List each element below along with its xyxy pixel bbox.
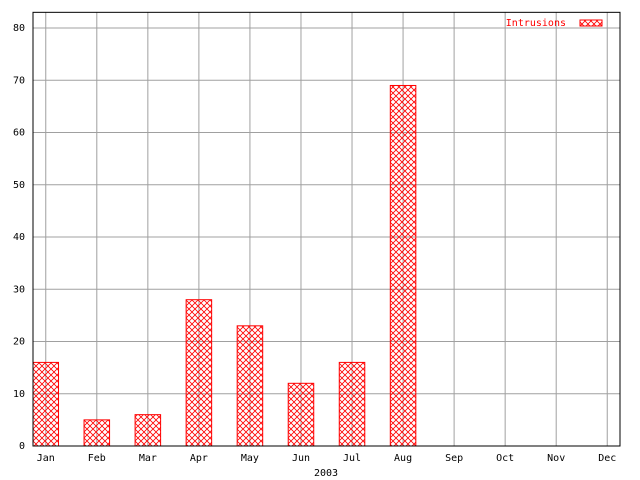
y-tick-label: 80	[13, 23, 25, 34]
x-tick-label: Sep	[445, 453, 463, 464]
x-tick-label: Jan	[37, 453, 55, 464]
x-axis-label: 2003	[314, 468, 338, 479]
bar	[83, 419, 111, 447]
y-tick-label: 60	[13, 128, 25, 139]
x-tick-label: Jun	[292, 453, 310, 464]
bar	[389, 84, 417, 447]
legend-label: Intrusions	[506, 18, 566, 29]
y-tick-label: 70	[13, 75, 25, 86]
x-tick-label: Apr	[190, 453, 208, 464]
y-tick-label: 50	[13, 180, 25, 191]
bar	[185, 299, 213, 447]
y-tick-label: 10	[13, 389, 25, 400]
x-tick-label: Feb	[88, 453, 106, 464]
y-tick-label: 30	[13, 284, 25, 295]
bar	[338, 361, 366, 447]
y-tick-label: 20	[13, 337, 25, 348]
legend-swatch	[579, 19, 603, 27]
x-tick-label: Mar	[139, 453, 157, 464]
x-tick-label: May	[241, 453, 259, 464]
bar	[287, 382, 315, 447]
y-tick-label: 0	[19, 441, 25, 452]
x-tick-label: Nov	[547, 453, 565, 464]
bar	[32, 361, 60, 447]
x-tick-label: Oct	[496, 453, 514, 464]
y-tick-label: 40	[13, 232, 25, 243]
bar	[236, 325, 264, 447]
x-tick-label: Aug	[394, 453, 412, 464]
x-tick-label: Dec	[598, 453, 616, 464]
plot-frame	[32, 11, 621, 447]
x-tick-label: Jul	[343, 453, 361, 464]
bar	[134, 414, 162, 447]
